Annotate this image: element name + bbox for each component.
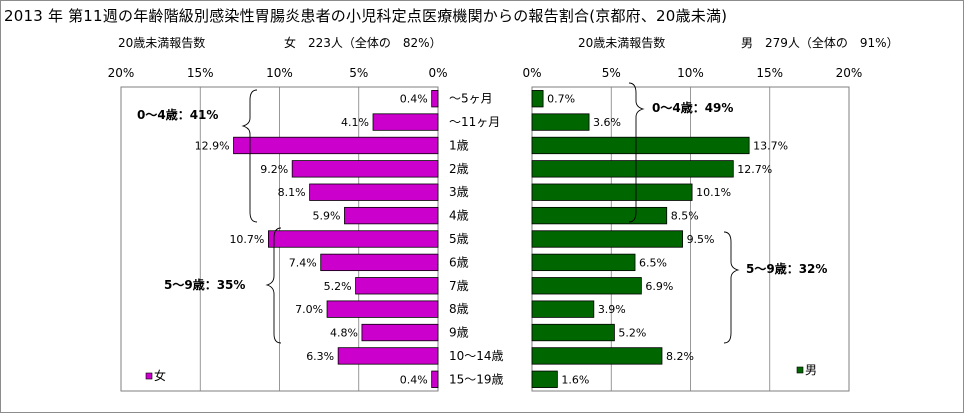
category-label: 6歳 — [449, 255, 469, 269]
female-tick-label: 15% — [187, 66, 214, 80]
female-bar — [233, 136, 439, 155]
female-annotation-5-9: 5～9歳：35% — [164, 277, 245, 292]
category-label: 9歳 — [449, 326, 469, 340]
female-brace-0-4 — [241, 89, 258, 223]
male-tick-label: 0% — [522, 66, 541, 80]
male-legend-swatch — [796, 366, 804, 374]
female-tick-label: 0% — [428, 66, 447, 80]
male-value-label: 12.7% — [737, 163, 772, 176]
female-bar — [337, 347, 439, 365]
female-tick-label: 10% — [266, 66, 293, 80]
male-bar — [531, 206, 668, 225]
male-bar — [531, 347, 663, 365]
male-summary: 男 279人（全体の 91%） — [741, 36, 899, 50]
male-bar — [531, 253, 636, 272]
female-bar — [431, 370, 439, 388]
male-value-label: 13.7% — [753, 139, 788, 152]
female-legend-label: 女 — [154, 368, 166, 383]
category-label: 1歳 — [449, 138, 469, 152]
category-label: ～11ヶ月 — [449, 115, 500, 129]
category-label: 10～14歳 — [449, 349, 504, 363]
category-label: 2歳 — [449, 162, 469, 176]
female-bar — [372, 113, 439, 131]
chart-title: 2013 年 第11週の年齢階級別感染性胃腸炎患者の小児科定点医療機関からの報告… — [4, 7, 728, 25]
female-value-label: 0.4% — [400, 373, 428, 386]
male-value-label: 1.6% — [561, 373, 589, 386]
category-label: 8歳 — [449, 302, 469, 316]
female-summary: 女 223人（全体の 82%） — [284, 36, 442, 50]
female-bar — [291, 160, 439, 178]
male-legend-label: 男 — [805, 363, 817, 377]
female-value-label: 9.2% — [260, 163, 288, 176]
female-bar — [355, 277, 439, 295]
female-value-label: 7.4% — [289, 256, 317, 269]
female-bar — [309, 183, 439, 201]
male-tick-label: 15% — [756, 66, 783, 80]
female-annotation-0-4: 0～4歳：41% — [137, 107, 218, 122]
category-label: ～5ヶ月 — [449, 92, 493, 106]
female-value-label: 4.1% — [341, 116, 369, 129]
female-caption: 20歳未満報告数 — [118, 36, 206, 50]
male-tick-label: 5% — [602, 66, 621, 80]
female-tick-label: 20% — [108, 66, 135, 80]
male-tick-label: 20% — [836, 66, 863, 80]
male-value-label: 9.5% — [687, 233, 715, 246]
female-legend-swatch — [145, 372, 153, 380]
category-label: 3歳 — [449, 185, 469, 199]
female-value-label: 7.0% — [295, 303, 323, 316]
female-bar — [320, 253, 439, 272]
female-bar — [326, 300, 439, 318]
female-value-label: 10.7% — [229, 233, 264, 246]
male-brace-0-4 — [628, 82, 645, 223]
male-bar — [531, 370, 558, 388]
male-tick-label: 10% — [677, 66, 704, 80]
male-bar — [531, 300, 595, 318]
female-bar — [431, 90, 439, 108]
male-bar — [531, 160, 734, 178]
female-value-label: 5.9% — [313, 210, 341, 223]
male-value-label: 0.7% — [547, 93, 575, 106]
male-bar — [531, 183, 693, 201]
female-value-label: 8.1% — [278, 186, 306, 199]
male-annotation-5-9: 5～9歳：32% — [746, 261, 827, 276]
female-value-label: 4.8% — [330, 327, 358, 340]
female-tick-label: 5% — [349, 66, 368, 80]
male-value-label: 8.2% — [666, 350, 694, 363]
category-label: 7歳 — [449, 279, 469, 293]
male-bar — [531, 277, 642, 295]
male-value-label: 6.9% — [645, 280, 673, 293]
male-bar — [531, 230, 683, 248]
male-bar — [531, 136, 750, 155]
female-value-label: 0.4% — [400, 93, 428, 106]
female-bar — [268, 230, 439, 248]
male-value-label: 10.1% — [696, 186, 731, 199]
male-value-label: 3.6% — [593, 116, 621, 129]
category-label: 15～19歳 — [449, 372, 504, 386]
female-value-label: 6.3% — [306, 350, 334, 363]
male-caption: 20歳未満報告数 — [578, 36, 666, 50]
female-bar — [361, 323, 439, 342]
male-annotation-0-4: 0～4歳：49% — [652, 100, 733, 115]
male-bar — [531, 323, 615, 342]
female-bar — [344, 206, 439, 225]
male-bar — [531, 90, 544, 108]
male-value-label: 8.5% — [671, 210, 699, 223]
male-value-label: 6.5% — [639, 256, 667, 269]
male-value-label: 3.9% — [598, 303, 626, 316]
female-brace-5-9 — [265, 227, 282, 344]
male-value-label: 5.2% — [618, 327, 646, 340]
category-label: 5歳 — [449, 232, 469, 246]
female-value-label: 12.9% — [195, 139, 230, 152]
male-bar — [531, 113, 590, 131]
female-value-label: 5.2% — [324, 280, 352, 293]
category-label: 4歳 — [449, 209, 469, 223]
male-brace-5-9 — [723, 231, 740, 344]
